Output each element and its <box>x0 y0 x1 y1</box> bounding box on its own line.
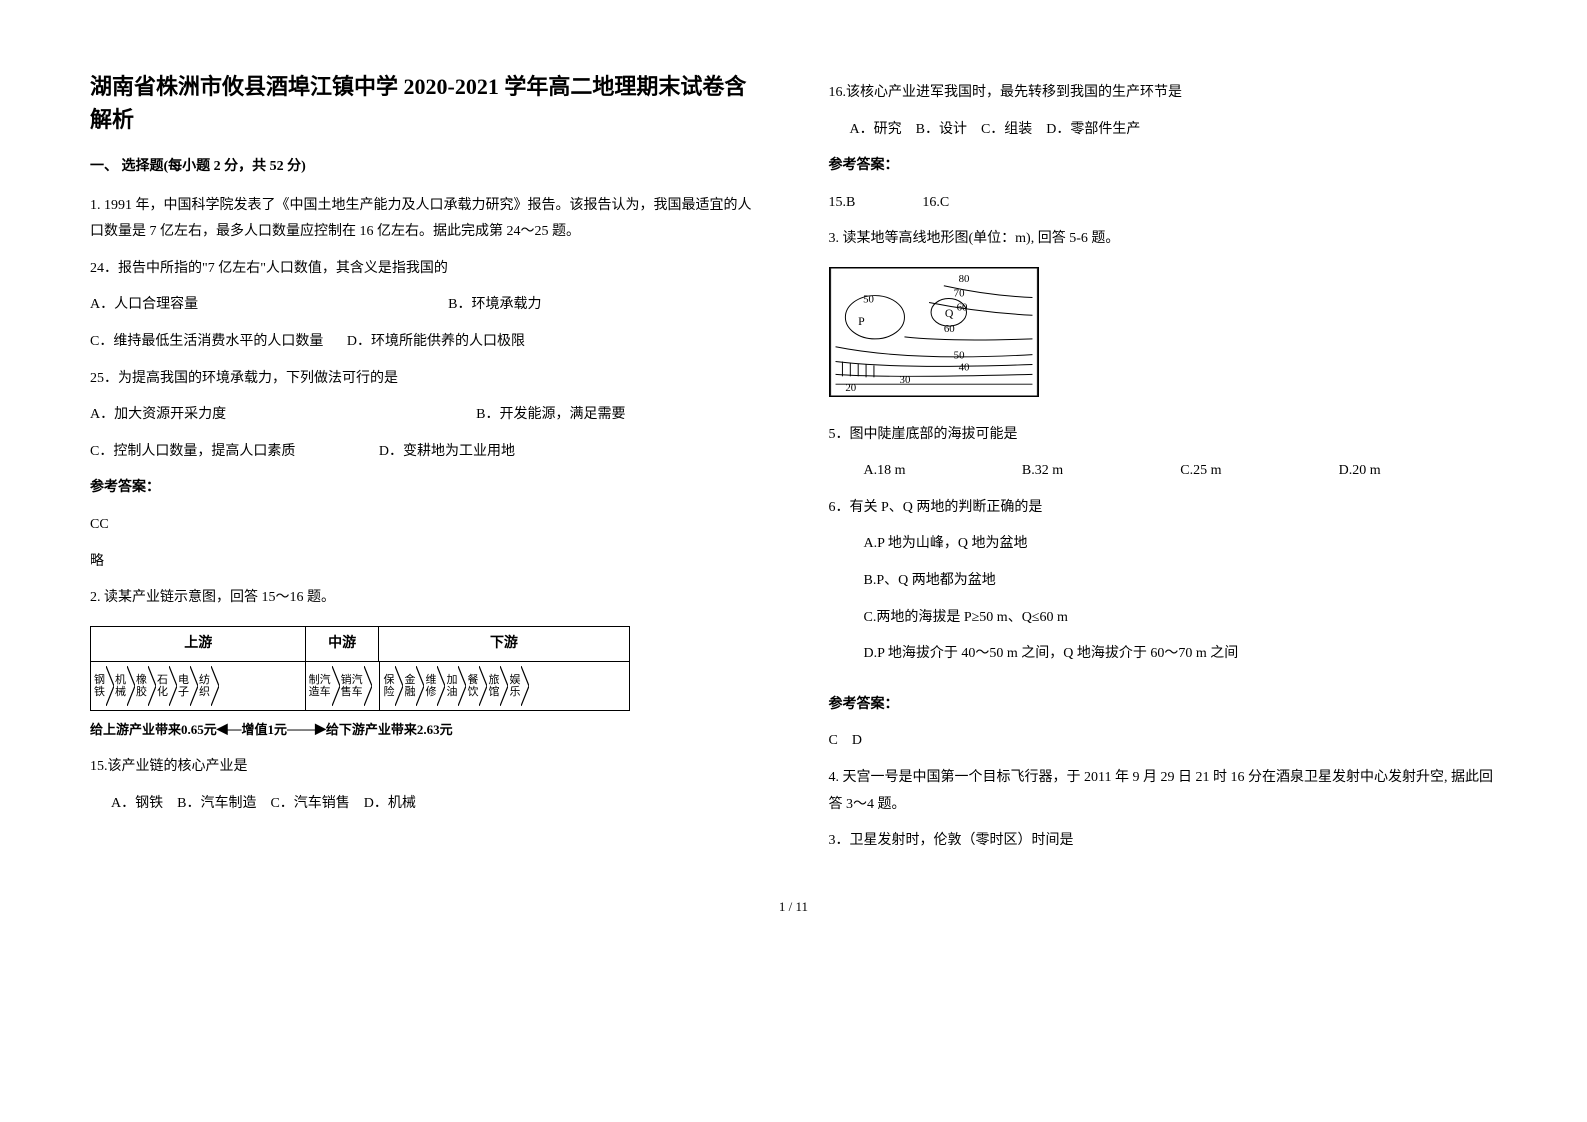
q24: 24．报告中所指的"7 亿左右"人口数值，其含义是指我国的 <box>90 256 759 283</box>
industry-chain-diagram: 上游 中游 下游 钢 铁机 械橡 胶石 化电 子纺 织 制汽 造车销汽 售车 保… <box>90 626 759 744</box>
chain-downstream-row: 保 险金 融维 修加 油餐 饮旅 馆娱 乐 <box>380 662 629 710</box>
chain-item: 维 修 <box>424 666 445 706</box>
q2-ans15: 15.B <box>829 195 856 210</box>
chain-item: 纺 织 <box>198 666 219 706</box>
q5: 5．图中陡崖底部的海拔可能是 <box>829 422 1498 449</box>
q6-A: A.P 地为山峰，Q 地为盆地 <box>829 531 1498 558</box>
chain-item: 金 融 <box>403 666 424 706</box>
chain-item: 旅 馆 <box>487 666 508 706</box>
chain-item: 钢 铁 <box>93 666 114 706</box>
chain-item: 保 险 <box>382 666 403 706</box>
chain-midstream-row: 制汽 造车销汽 售车 <box>306 662 381 710</box>
chain-header-downstream: 下游 <box>379 627 629 662</box>
q24-C: C．维持最低生活消费水平的人口数量 <box>90 334 323 349</box>
contour-label-20: 20 <box>845 382 856 394</box>
chain-item: 餐 饮 <box>466 666 487 706</box>
chain-cap-left: 给上游产业带来0.65元 <box>90 718 217 743</box>
q6-C: C.两地的海拔是 P≥50 m、Q≤60 m <box>829 605 1498 632</box>
page-number: 1 / 11 <box>90 895 1497 920</box>
contour-label-80: 80 <box>958 273 969 285</box>
left-column: 湖南省株洲市攸县酒埠江镇中学 2020-2021 学年高二地理期末试卷含解析 一… <box>90 70 759 865</box>
chain-item: 娱 乐 <box>508 666 529 706</box>
q3-ans-label: 参考答案： <box>829 692 1498 719</box>
q16-opts: A．研究 B．设计 C．组装 D．零部件生产 <box>829 117 1498 144</box>
q1-ans-label: 参考答案： <box>90 475 759 502</box>
contour-map: 80 70 60 50 60 50 40 30 20 P Q <box>829 267 1498 408</box>
q6-D: D.P 地海拔介于 40～50 m 之间，Q 地海拔介于 60～70 m 之间 <box>829 641 1498 668</box>
chain-item: 橡 胶 <box>135 666 156 706</box>
q25-B: B．开发能源，满足需要 <box>476 402 625 429</box>
chain-item: 加 油 <box>445 666 466 706</box>
contour-Q: Q <box>944 306 953 320</box>
q6: 6．有关 P、Q 两地的判断正确的是 <box>829 495 1498 522</box>
contour-label-50a: 50 <box>863 293 874 305</box>
contour-P: P <box>858 314 865 328</box>
q24-B: B．环境承载力 <box>448 292 541 319</box>
q24-A: A．人口合理容量 <box>90 292 198 319</box>
q5-B: B.32 m <box>1022 458 1180 485</box>
arrow-right-icon: ——▶ <box>287 717 326 744</box>
q2-stem: 2. 读某产业链示意图，回答 15～16 题。 <box>90 585 759 612</box>
q15-opts: A．钢铁 B．汽车制造 C．汽车销售 D．机械 <box>90 791 759 818</box>
q25-A: A．加大资源开采力度 <box>90 402 226 429</box>
q15: 15.该产业链的核心产业是 <box>90 754 759 781</box>
arrow-left-icon: ◀— <box>217 717 242 744</box>
section-1-heading: 一、 选择题(每小题 2 分，共 52 分) <box>90 154 759 181</box>
contour-label-60a: 60 <box>956 301 967 313</box>
q24-D: D．环境所能供养的人口极限 <box>347 334 525 349</box>
q6-B: B.P、Q 两地都为盆地 <box>829 568 1498 595</box>
chain-item: 石 化 <box>156 666 177 706</box>
contour-label-50b: 50 <box>953 350 964 362</box>
q16: 16.该核心产业进军我国时，最先转移到我国的生产环节是 <box>829 80 1498 107</box>
q1-stem: 1. 1991 年，中国科学院发表了《中国土地生产能力及人口承载力研究》报告。该… <box>90 193 759 246</box>
chain-upstream-row: 钢 铁机 械橡 胶石 化电 子纺 织 <box>91 662 306 710</box>
chain-cap-mid: 增值1元 <box>242 718 288 743</box>
q4-q3: 3．卫星发射时，伦敦（零时区）时间是 <box>829 828 1498 855</box>
contour-label-40: 40 <box>958 361 969 373</box>
chain-item: 制汽 造车 <box>308 666 340 706</box>
q3-stem: 3. 读某地等高线地形图(单位：m), 回答 5-6 题。 <box>829 226 1498 253</box>
contour-label-30: 30 <box>899 374 910 386</box>
q1-ans: CC <box>90 512 759 539</box>
right-column: 16.该核心产业进军我国时，最先转移到我国的生产环节是 A．研究 B．设计 C．… <box>829 70 1498 865</box>
q3-ans: C D <box>829 728 1498 755</box>
chain-item: 机 械 <box>114 666 135 706</box>
q5-C: C.25 m <box>1180 458 1338 485</box>
doc-title: 湖南省株洲市攸县酒埠江镇中学 2020-2021 学年高二地理期末试卷含解析 <box>90 70 759 136</box>
q25: 25．为提高我国的环境承载力，下列做法可行的是 <box>90 366 759 393</box>
chain-item: 销汽 售车 <box>340 666 372 706</box>
q5-A: A.18 m <box>864 458 1022 485</box>
q2-ans-label: 参考答案： <box>829 153 1498 180</box>
q25-D: D．变耕地为工业用地 <box>379 444 515 459</box>
contour-label-70: 70 <box>953 288 964 300</box>
chain-cap-right: 给下游产业带来2.63元 <box>326 718 453 743</box>
chain-header-midstream: 中游 <box>306 627 378 662</box>
q5-D: D.20 m <box>1339 458 1497 485</box>
q2-ans16: 16.C <box>922 195 949 210</box>
chain-header-upstream: 上游 <box>91 627 306 662</box>
chain-item: 电 子 <box>177 666 198 706</box>
contour-label-60b: 60 <box>943 323 954 335</box>
q4-stem: 4. 天宫一号是中国第一个目标飞行器，于 2011 年 9 月 29 日 21 … <box>829 765 1498 818</box>
q25-C: C．控制人口数量，提高人口素质 <box>90 444 295 459</box>
q1-note: 略 <box>90 549 759 576</box>
